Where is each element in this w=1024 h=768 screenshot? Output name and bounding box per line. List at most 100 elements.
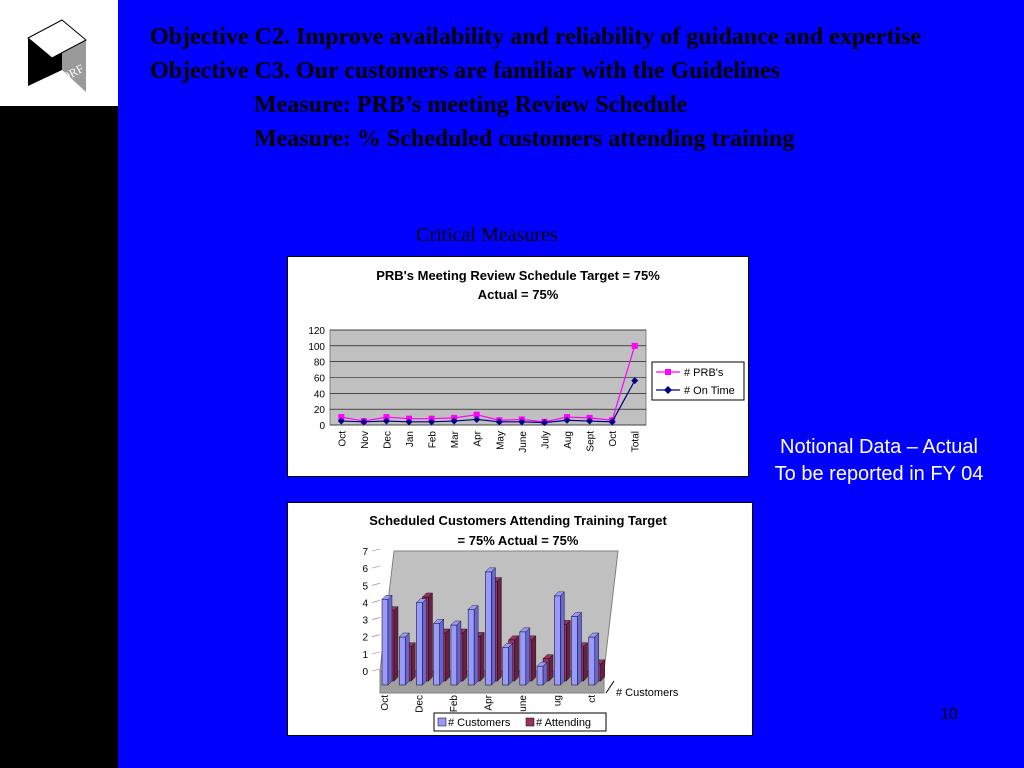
legend-ontime-label: # On Time [684,385,735,397]
page-number: 10 [940,706,958,723]
prb-chart-title: PRB's Meeting Review Schedule Target = 7… [376,268,660,283]
prb-x-tick-label: Apr [473,430,484,446]
ontime-point [495,418,503,426]
customers-bar-side [525,627,531,686]
attending-bar-top [421,592,433,598]
training-legend [433,712,607,732]
ontime-point [586,417,594,425]
left-sidebar-bar [0,0,118,768]
ontime-point [405,418,413,426]
prb-grid [330,329,646,426]
customers-bar [536,665,544,686]
ontime-point [360,418,368,426]
prb-x-axis: Oct Nov Dec Jan Feb Mar Apr May June July Aug Sept O… [337,430,641,452]
prb-x-tick-label: Feb [428,431,439,449]
attending-bar-side [428,592,433,682]
training-chart-svg: Scheduled Customers Attending Training T… [362,513,679,732]
prb-chart-svg: PRB's Meeting Review Schedule Target = 7… [308,268,745,453]
prb-x-tick-label: Mar [450,430,461,448]
prb-x-tick-label: Aug [563,431,574,449]
ontime-point [518,418,526,426]
customers-bar [554,595,561,686]
customers-bar [467,609,475,686]
prb-x-tick-label: July [540,431,551,449]
customers-bar-side [473,605,479,686]
customers-bar-side [439,618,444,686]
attending-bar-side [411,642,416,682]
training-grid [371,548,381,672]
orf-logo-icon: ORF [27,19,87,92]
training-y-tick-label: 4 [362,598,368,609]
legend-customers-swatch [437,717,447,727]
customers-bar-top [398,632,410,638]
measure-prb: Measure: PRB’s meeting Review Schedule [254,92,688,118]
prb-y-tick-label: 40 [314,389,326,400]
training-x-tick-label: ct [587,695,598,703]
attending-bar-side [548,654,554,682]
customers-bar [416,602,423,686]
attending-bar-top [508,635,520,641]
training-x-tick-label: ug [552,695,563,706]
legend-prbs-marker [665,369,671,375]
prb-y-tick-label: 120 [308,326,325,337]
customers-bar-side [491,567,496,686]
attending-bar-side [566,619,571,682]
training-gridline [371,548,381,552]
ontime-point [337,417,345,425]
training-bars [381,567,606,686]
prbs-point [631,342,638,349]
training-x-tick-label: Feb [449,695,460,713]
training-x-tick-label: Apr [483,694,494,710]
customers-bar [571,616,578,686]
training-y-tick-label: 6 [362,564,368,575]
legend-prbs-label: # PRB's [684,367,724,379]
attending-bar-side [514,635,519,682]
customers-bar-side [422,598,427,686]
training-gridline [371,668,381,672]
customers-bar-side [594,632,599,686]
prbs-point [383,414,390,421]
customers-bar-top [433,619,445,624]
objectives-block: Objective C2. Improve availability and r… [150,20,980,156]
customers-bar-side [387,594,393,686]
prb-x-tick-label: June [518,431,529,453]
customers-bar [450,624,458,686]
prb-y-tick-label: 100 [308,342,325,353]
prb-y-tick-label: 80 [314,358,326,369]
training-y-tick-label: 7 [362,547,368,558]
ontime-point [428,418,436,426]
customers-bar-top [571,612,583,617]
customers-bar [588,636,596,686]
training-y-tick-label: 1 [362,650,368,661]
customers-bar-top [519,627,531,633]
prb-x-tick-label: Oct [337,431,348,447]
customers-bar-top [484,567,496,573]
attending-bar-top [542,654,554,659]
customers-bar-top [588,632,600,638]
customers-bar [398,636,406,686]
attending-bar-side [497,577,502,682]
prb-x-tick-label: Dec [382,431,393,449]
prb-y-tick-label: 20 [314,405,326,416]
ontime-point [563,416,571,424]
customers-bar [433,623,440,686]
prb-chart-subtitle: Actual = 75% [478,287,559,302]
customers-bar [502,647,509,686]
customers-bar-top [467,605,479,610]
training-y-tick-label: 3 [362,616,368,627]
ontime-series-line [341,380,636,424]
training-gridline [371,600,381,603]
prbs-point [338,414,345,421]
ontime-point [608,418,616,426]
customers-bar-side [508,642,513,686]
objective-c3: Objective C3. Our customers are familiar… [150,58,780,84]
critical-measures-label: Critical Measures [416,224,558,246]
training-chart-title: Scheduled Customers Attending Training T… [369,513,667,528]
prb-legend [651,361,745,401]
ontime-point [473,415,481,423]
logo: ORF [0,0,118,106]
attending-bar-side [479,631,485,682]
prb-x-tick-label: Oct [608,431,619,447]
prb-y-tick-label: 0 [319,421,325,432]
depth-axis-line [605,680,615,694]
